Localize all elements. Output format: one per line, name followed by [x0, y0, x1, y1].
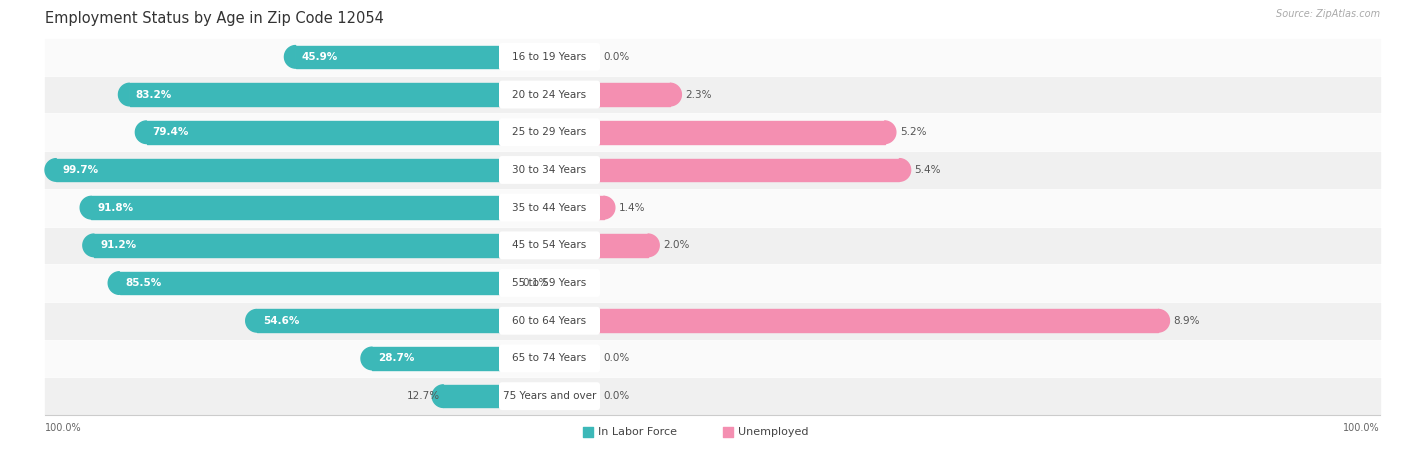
Text: 0.1%: 0.1%	[523, 278, 550, 288]
Polygon shape	[603, 196, 614, 219]
FancyBboxPatch shape	[499, 269, 600, 297]
Text: 30 to 34 Years: 30 to 34 Years	[512, 165, 586, 175]
FancyBboxPatch shape	[499, 118, 600, 146]
Text: 65 to 74 Years: 65 to 74 Years	[512, 354, 586, 364]
Text: 5.2%: 5.2%	[900, 127, 927, 137]
Polygon shape	[884, 121, 896, 143]
Polygon shape	[361, 347, 373, 370]
Text: 55 to 59 Years: 55 to 59 Years	[512, 278, 586, 288]
Text: 35 to 44 Years: 35 to 44 Years	[512, 202, 586, 213]
Text: 83.2%: 83.2%	[136, 90, 172, 100]
Text: 45.9%: 45.9%	[302, 52, 337, 62]
Text: 91.8%: 91.8%	[97, 202, 134, 213]
Text: 25 to 29 Years: 25 to 29 Years	[512, 127, 586, 137]
Text: 75 Years and over: 75 Years and over	[503, 391, 596, 401]
Text: 5.4%: 5.4%	[915, 165, 941, 175]
Text: 0.0%: 0.0%	[603, 52, 630, 62]
Text: 1.4%: 1.4%	[619, 202, 645, 213]
FancyBboxPatch shape	[499, 156, 600, 184]
Polygon shape	[118, 83, 129, 106]
Text: 79.4%: 79.4%	[153, 127, 188, 137]
FancyBboxPatch shape	[499, 194, 600, 221]
Text: 99.7%: 99.7%	[62, 165, 98, 175]
Text: 60 to 64 Years: 60 to 64 Years	[512, 316, 586, 326]
Polygon shape	[648, 234, 659, 257]
Polygon shape	[135, 121, 146, 143]
Polygon shape	[508, 272, 519, 295]
FancyBboxPatch shape	[499, 43, 600, 71]
Text: 20 to 24 Years: 20 to 24 Years	[512, 90, 586, 100]
FancyBboxPatch shape	[499, 307, 600, 335]
FancyBboxPatch shape	[499, 231, 600, 259]
Text: 0.0%: 0.0%	[603, 391, 630, 401]
Polygon shape	[80, 196, 91, 219]
Text: 2.3%: 2.3%	[685, 90, 711, 100]
Polygon shape	[45, 159, 56, 181]
Polygon shape	[108, 272, 120, 295]
FancyBboxPatch shape	[499, 345, 600, 373]
Text: 100.0%: 100.0%	[1343, 423, 1381, 433]
Text: 28.7%: 28.7%	[378, 354, 415, 364]
Text: 12.7%: 12.7%	[406, 391, 440, 401]
Text: 0.0%: 0.0%	[603, 354, 630, 364]
Text: 100.0%: 100.0%	[45, 423, 82, 433]
Text: 2.0%: 2.0%	[664, 240, 689, 250]
Polygon shape	[900, 159, 911, 181]
Polygon shape	[83, 234, 94, 257]
Text: Source: ZipAtlas.com: Source: ZipAtlas.com	[1275, 9, 1381, 19]
Polygon shape	[284, 46, 295, 68]
Text: 45 to 54 Years: 45 to 54 Years	[512, 240, 586, 250]
FancyBboxPatch shape	[499, 81, 600, 109]
Text: 16 to 19 Years: 16 to 19 Years	[512, 52, 586, 62]
Polygon shape	[432, 385, 443, 407]
Text: 8.9%: 8.9%	[1174, 316, 1199, 326]
Text: 91.2%: 91.2%	[100, 240, 136, 250]
FancyBboxPatch shape	[499, 382, 600, 410]
Text: Unemployed: Unemployed	[738, 427, 808, 437]
Text: In Labor Force: In Labor Force	[598, 427, 678, 437]
Polygon shape	[671, 83, 682, 106]
Text: 85.5%: 85.5%	[125, 278, 162, 288]
Polygon shape	[1159, 309, 1170, 332]
Polygon shape	[246, 309, 257, 332]
Text: 54.6%: 54.6%	[263, 316, 299, 326]
Text: Employment Status by Age in Zip Code 12054: Employment Status by Age in Zip Code 120…	[45, 10, 384, 26]
